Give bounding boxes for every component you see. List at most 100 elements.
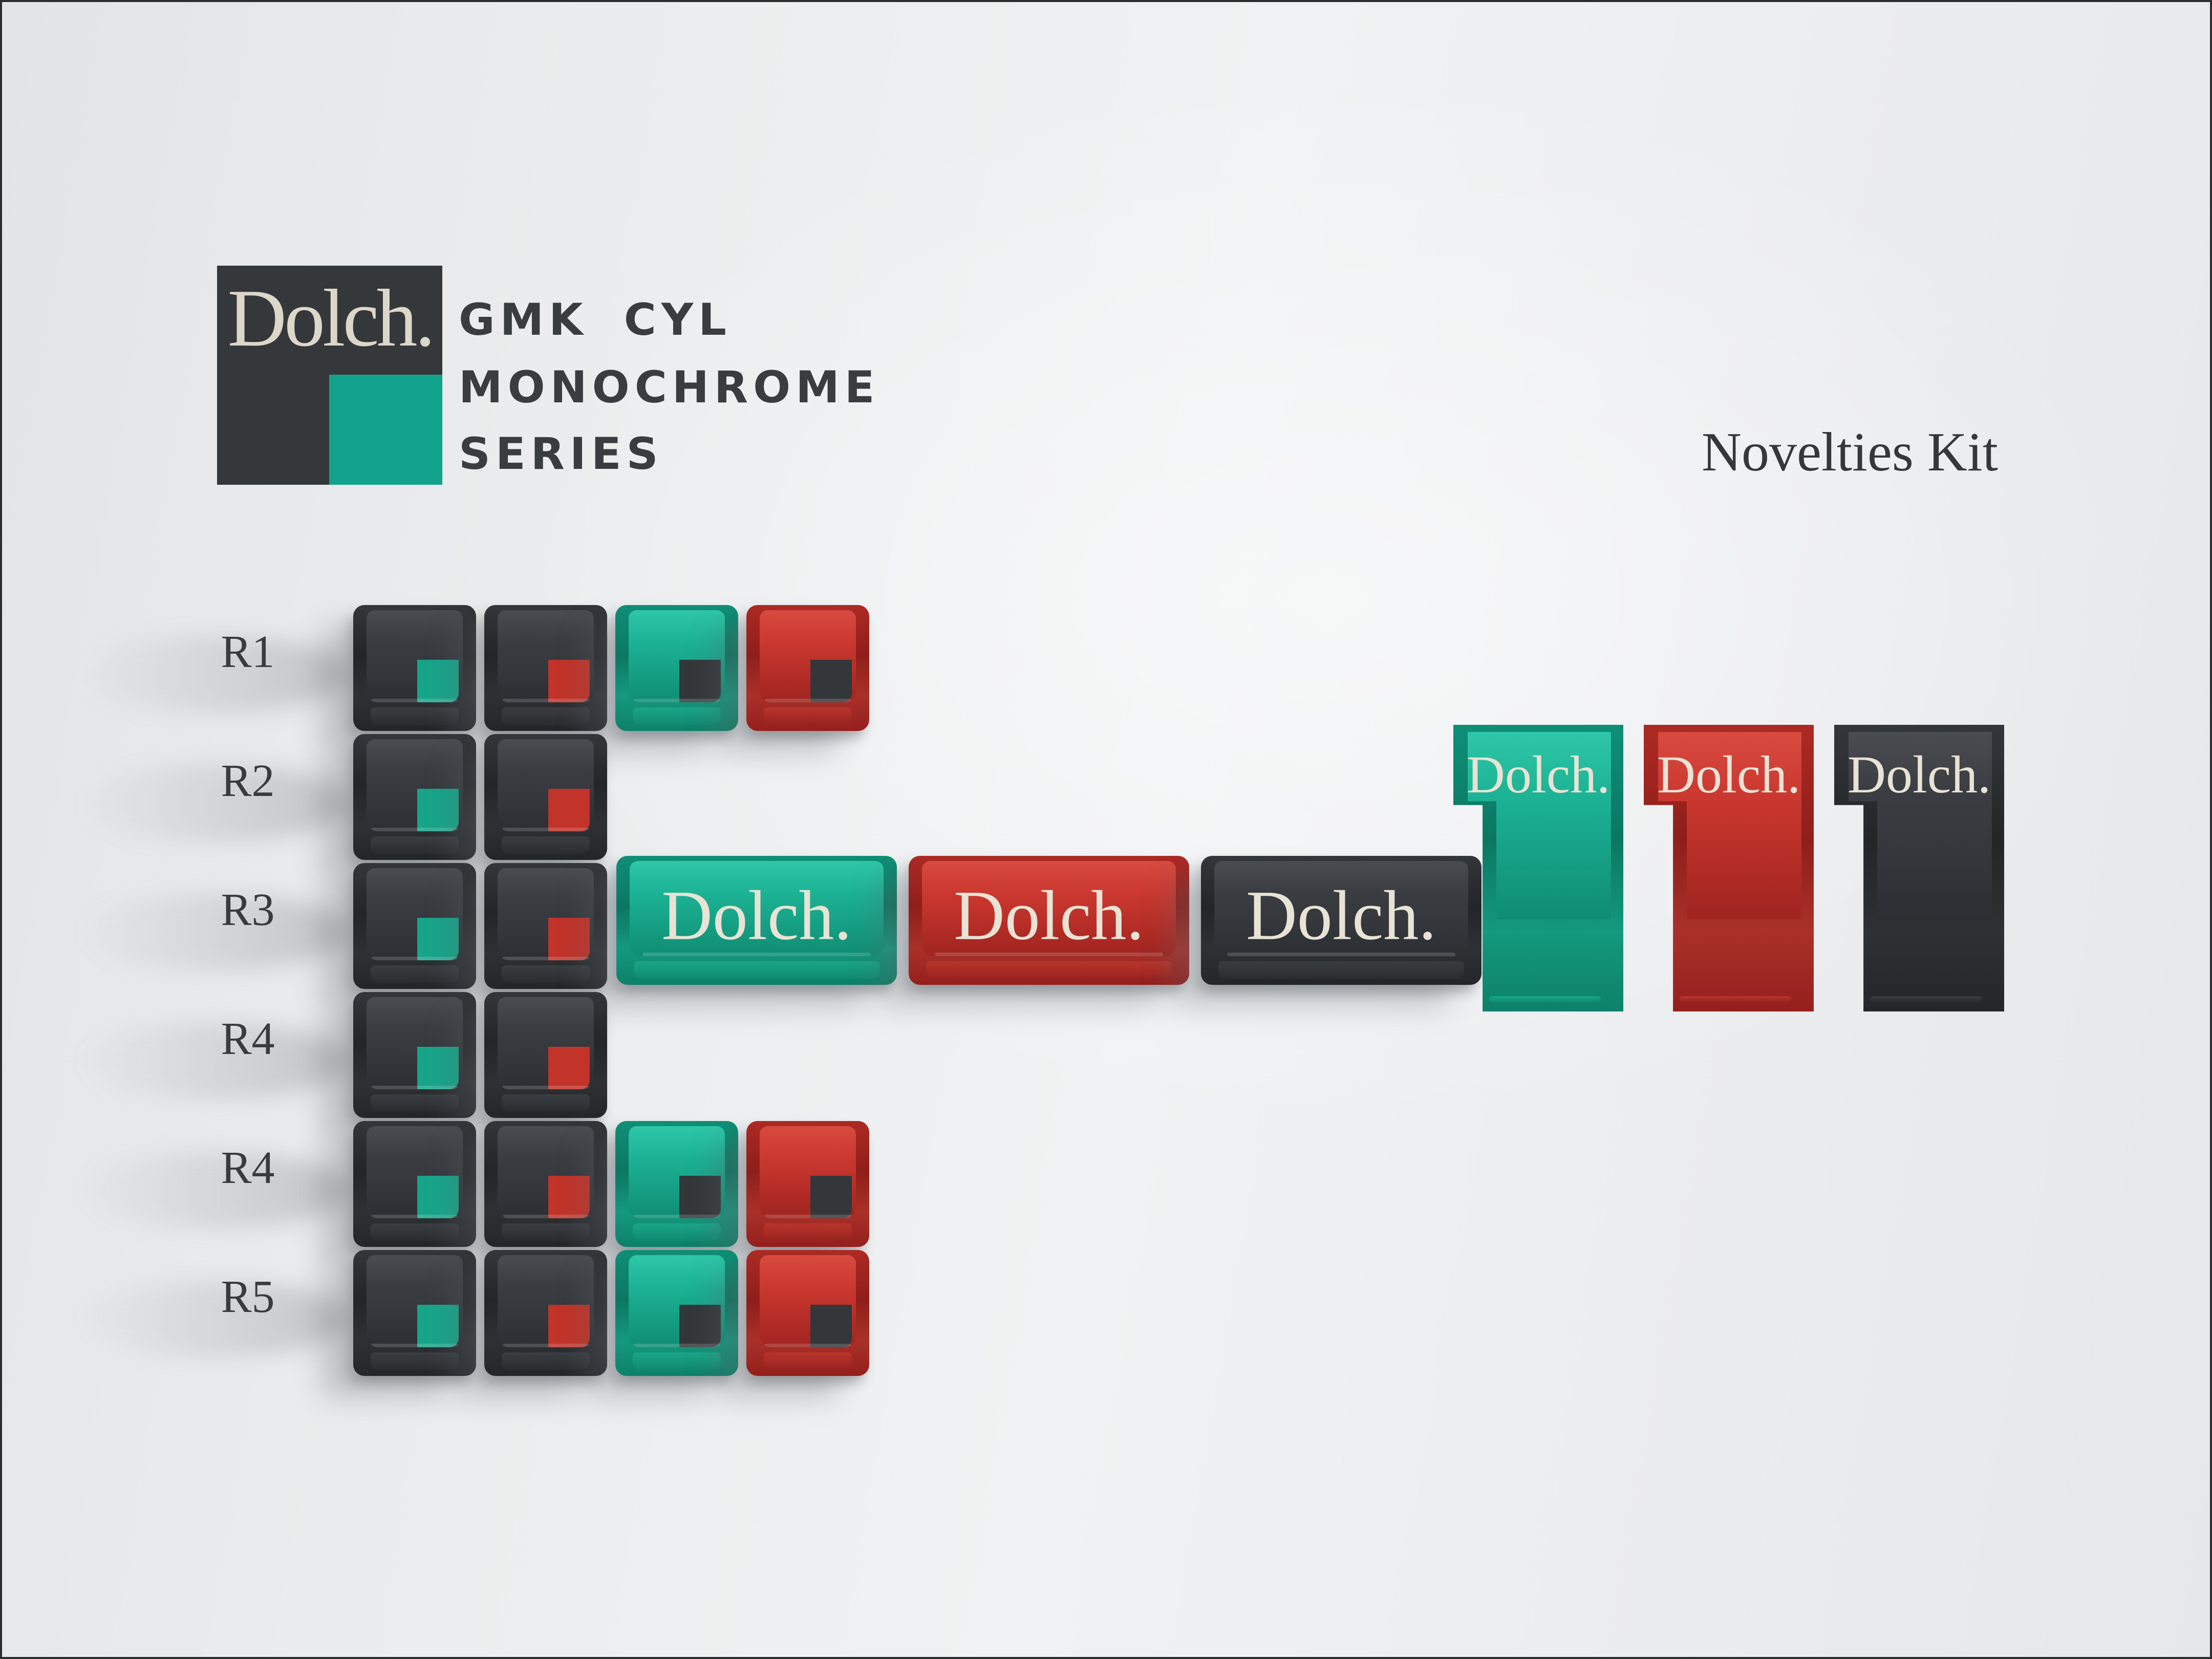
- keycap-face: [498, 1255, 594, 1347]
- accent-square-dark: [810, 1176, 852, 1218]
- keycap-face: [498, 997, 594, 1089]
- keycap-r3-dark-teal: [353, 863, 476, 989]
- keycap-r5-teal-dark: [615, 1250, 738, 1376]
- keycap-face: [922, 861, 1176, 956]
- keycap-front: [1218, 961, 1464, 979]
- row-label-r2: R2: [221, 756, 275, 806]
- logo-box: Dolch.: [217, 266, 442, 485]
- row-label-r1: R1: [221, 627, 275, 677]
- keycap-legend: Dolch.: [1466, 745, 1610, 804]
- keycap-front: [371, 1352, 459, 1370]
- keycap-front: [1680, 996, 1791, 1002]
- keycap-r1-teal-dark: [615, 605, 738, 731]
- accent-square-red: [548, 1305, 590, 1347]
- keycap-face: [1214, 861, 1468, 956]
- keycap-r1-dark-red: [484, 605, 607, 731]
- logo-brand: Dolch.: [227, 272, 435, 363]
- keycap-r4b-dark-red: [484, 1121, 607, 1247]
- keycap-r1-dark-teal: [353, 605, 476, 731]
- iso-enter-key-dark: Dolch.: [1834, 725, 2004, 1011]
- keycap-r4b-teal-dark: [615, 1121, 738, 1247]
- keycap-face: [498, 868, 594, 960]
- keycap-front: [926, 961, 1172, 979]
- shadow-streak: [79, 765, 350, 842]
- keycap-legend: Dolch.: [1246, 876, 1436, 955]
- keycap-front: [502, 965, 590, 983]
- accent-square-dark: [679, 660, 721, 702]
- accent-square-teal: [417, 1305, 459, 1347]
- keycap-face: [367, 1126, 463, 1218]
- row-label-r4: R4: [221, 1014, 275, 1064]
- keycap-front: [764, 1352, 852, 1370]
- keycap-front: [502, 1352, 590, 1370]
- keycap-front: [371, 965, 459, 983]
- keycap-r5-red-dark: [746, 1250, 869, 1376]
- shadow-streak: [79, 894, 350, 971]
- accent-square-teal: [417, 789, 459, 831]
- keycap-face: [630, 861, 884, 956]
- series-line-2: MONOCHROME: [459, 362, 880, 413]
- accent-square-teal: [417, 660, 459, 702]
- keycap-front: [371, 836, 459, 854]
- keycap-front: [502, 836, 590, 854]
- keycap-front: [633, 1352, 721, 1370]
- keycap-face: [367, 868, 463, 960]
- keycap-r1-red-dark: [746, 605, 869, 731]
- keycap-r2-dark-red: [484, 734, 607, 860]
- keycap-front: [371, 1094, 459, 1112]
- keycap-front: [633, 707, 721, 725]
- keycap-face: [367, 1255, 463, 1347]
- shadow-streak: [79, 1281, 350, 1358]
- row-label-r3: R3: [221, 885, 275, 935]
- keycap-front: [764, 707, 852, 725]
- row-label-r4b: R4: [221, 1143, 275, 1193]
- keycap-face: [367, 739, 463, 831]
- keycap-wide-dark-dolch: Dolch.: [1201, 856, 1481, 985]
- keycap-wide-teal-dolch: Dolch.: [616, 856, 897, 985]
- accent-square-red: [548, 789, 590, 831]
- keycap-front: [502, 1223, 590, 1241]
- keycap-face: [498, 610, 594, 702]
- keycap-face: [367, 610, 463, 702]
- shadow-streak: [79, 1023, 350, 1100]
- shadow-streak: [79, 636, 350, 713]
- accent-square-dark: [679, 1305, 721, 1347]
- accent-square-teal: [417, 1047, 459, 1089]
- keycap-face: [760, 1126, 856, 1218]
- keycap-legend: Dolch.: [1847, 745, 1991, 804]
- keycap-legend: Dolch.: [661, 876, 852, 955]
- accent-square-dark: [810, 1305, 852, 1347]
- accent-square-dark: [679, 1176, 721, 1218]
- logo-accent-square: [329, 375, 442, 485]
- keycap-front: [502, 1094, 590, 1112]
- keycap-face: [629, 1126, 725, 1218]
- keycap-front: [371, 707, 459, 725]
- shadow-streak: [79, 1152, 350, 1229]
- keycap-r4b-dark-teal: [353, 1121, 476, 1247]
- accent-square-red: [548, 918, 590, 960]
- keycap-face: [629, 1255, 725, 1347]
- keycap-face: [367, 997, 463, 1089]
- accent-square-dark: [810, 660, 852, 702]
- keycap-r5-dark-teal: [353, 1250, 476, 1376]
- keycap-front: [764, 1223, 852, 1241]
- accent-square-red: [548, 1047, 590, 1089]
- keycap-front: [634, 961, 879, 979]
- keycap-r3-dark-red: [484, 863, 607, 989]
- keycap-front: [1870, 996, 1982, 1002]
- series-line-1: GMK CYL: [459, 294, 732, 346]
- series-line-3: SERIES: [459, 428, 663, 480]
- keycap-legend: Dolch.: [1657, 745, 1801, 804]
- keycap-face: [760, 1255, 856, 1347]
- keycap-face: [498, 739, 594, 831]
- accent-square-red: [548, 660, 590, 702]
- keycap-front: [371, 1223, 459, 1241]
- keycap-front: [1489, 996, 1601, 1002]
- keycap-face: [498, 1126, 594, 1218]
- keycap-front: [633, 1223, 721, 1241]
- keycap-r4-dark-red: [484, 992, 607, 1118]
- accent-square-teal: [417, 918, 459, 960]
- keycap-front: [502, 707, 590, 725]
- keycap-r5-dark-red: [484, 1250, 607, 1376]
